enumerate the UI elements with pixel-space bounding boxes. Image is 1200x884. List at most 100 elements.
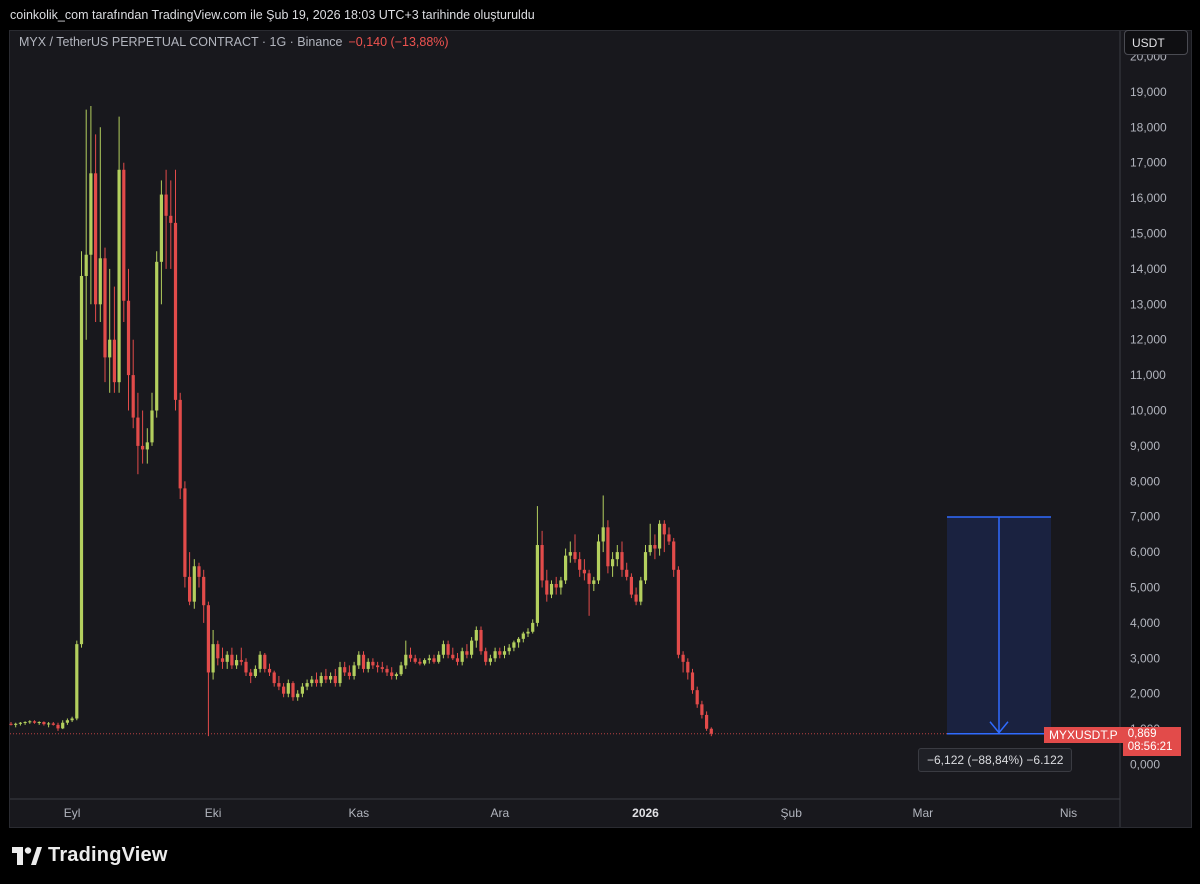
x-tick-label: Eki bbox=[205, 806, 222, 820]
candle-body bbox=[498, 651, 502, 655]
candle-body bbox=[582, 569, 586, 574]
y-tick-label: 6,000 bbox=[1130, 545, 1160, 559]
y-tick-label: 13,000 bbox=[1130, 297, 1167, 311]
candle-body bbox=[545, 580, 549, 595]
candle-body bbox=[446, 644, 450, 655]
candle-body bbox=[437, 654, 441, 662]
candle-body bbox=[371, 661, 375, 666]
candle-body bbox=[126, 300, 131, 376]
candle-body bbox=[75, 644, 79, 719]
candle-body bbox=[220, 658, 225, 662]
candle-body bbox=[676, 569, 680, 655]
candle-body bbox=[578, 559, 582, 570]
symbol-title: MYX / TetherUS PERPETUAL CONTRACT · 1G ·… bbox=[19, 35, 343, 49]
candle-body bbox=[705, 714, 709, 729]
candle-body bbox=[65, 720, 69, 723]
candle-body bbox=[192, 566, 196, 602]
candle-body bbox=[709, 728, 713, 734]
candle-body bbox=[89, 173, 93, 255]
candle-body bbox=[37, 722, 41, 724]
candle-body bbox=[540, 545, 544, 581]
candle-body bbox=[418, 661, 422, 664]
candle-body bbox=[681, 654, 685, 662]
candle-body bbox=[272, 672, 276, 684]
candle-body bbox=[549, 583, 554, 595]
candle-body bbox=[282, 686, 286, 694]
candle-body bbox=[601, 527, 605, 542]
x-tick-label: Eyl bbox=[64, 806, 81, 820]
candle-body bbox=[615, 552, 619, 560]
candle-body bbox=[169, 215, 173, 223]
price-change: −0,140 (−13,88%) bbox=[348, 35, 449, 49]
y-tick-label: 4,000 bbox=[1130, 616, 1160, 630]
y-tick-label: 15,000 bbox=[1130, 227, 1167, 241]
y-tick-label: 19,000 bbox=[1130, 85, 1167, 99]
candle-body bbox=[263, 654, 267, 669]
price-tag-symbol: MYXUSDT.P bbox=[1044, 727, 1123, 743]
candle-body bbox=[188, 576, 192, 602]
candle-body bbox=[357, 654, 361, 666]
candle-body bbox=[84, 254, 88, 276]
candle-body bbox=[521, 633, 525, 639]
candle-body bbox=[554, 583, 558, 588]
candle-body bbox=[517, 638, 521, 643]
candle-body bbox=[347, 672, 351, 676]
currency-button[interactable]: USDT bbox=[1124, 30, 1188, 55]
candle-body bbox=[432, 658, 436, 662]
candle-body bbox=[455, 658, 460, 662]
candle-body bbox=[470, 640, 474, 655]
candle-body bbox=[625, 569, 629, 577]
candle-body bbox=[408, 654, 413, 659]
candle-body bbox=[662, 523, 666, 535]
candle-body bbox=[404, 654, 408, 666]
candle-body bbox=[413, 658, 417, 662]
y-tick-label: 17,000 bbox=[1130, 156, 1167, 170]
measure-label: −6,122 (−88,84%) −6.122 bbox=[918, 748, 1073, 772]
x-tick-label: 2026 bbox=[632, 806, 659, 820]
candle-body bbox=[122, 169, 126, 301]
candle-body bbox=[108, 339, 112, 358]
candle-body bbox=[145, 442, 149, 450]
candle-body bbox=[202, 576, 206, 606]
candle-body bbox=[14, 723, 18, 725]
candle-body bbox=[634, 594, 638, 602]
price-tag-countdown: 08:56:21 bbox=[1127, 741, 1173, 753]
candle-body bbox=[606, 527, 610, 567]
candle-body bbox=[94, 173, 98, 305]
symbol-legend[interactable]: MYX / TetherUS PERPETUAL CONTRACT · 1G ·… bbox=[19, 35, 449, 49]
candle-body bbox=[352, 665, 356, 676]
candle-body bbox=[230, 654, 234, 666]
y-tick-label: 16,000 bbox=[1130, 191, 1167, 205]
candle-body bbox=[155, 261, 159, 411]
candle-body bbox=[648, 545, 652, 553]
candle-body bbox=[136, 417, 140, 446]
candle-body bbox=[629, 576, 633, 595]
candle-body bbox=[333, 676, 337, 684]
tradingview-logo[interactable]: TradingView bbox=[12, 844, 168, 867]
candle-body bbox=[526, 631, 530, 634]
snapshot-caption: coinkolik_com tarafından TradingView.com… bbox=[10, 8, 535, 22]
candle-body bbox=[61, 722, 65, 729]
candle-body bbox=[502, 651, 507, 655]
candle-body bbox=[427, 658, 431, 661]
measure-arrow-head bbox=[989, 721, 1009, 734]
candle-body bbox=[314, 679, 319, 684]
candle-body bbox=[319, 676, 323, 684]
candle-body bbox=[178, 399, 182, 489]
candle-body bbox=[423, 660, 427, 664]
candle-body bbox=[596, 541, 601, 581]
y-tick-label: 11,000 bbox=[1130, 368, 1166, 382]
candle-body bbox=[164, 194, 168, 216]
candle-body bbox=[667, 534, 671, 542]
tradingview-logo-text: TradingView bbox=[48, 844, 168, 866]
y-tick-label: 12,000 bbox=[1130, 333, 1167, 347]
tradingview-logo-icon bbox=[12, 846, 42, 865]
candle-body bbox=[112, 339, 116, 383]
candle-body bbox=[380, 667, 384, 669]
candle-body bbox=[277, 683, 281, 687]
x-tick-label: Ara bbox=[490, 806, 509, 820]
candle-body bbox=[479, 629, 483, 652]
price-tag-box: 0,869 08:56:21 bbox=[1122, 727, 1181, 756]
candle-body bbox=[329, 676, 333, 680]
